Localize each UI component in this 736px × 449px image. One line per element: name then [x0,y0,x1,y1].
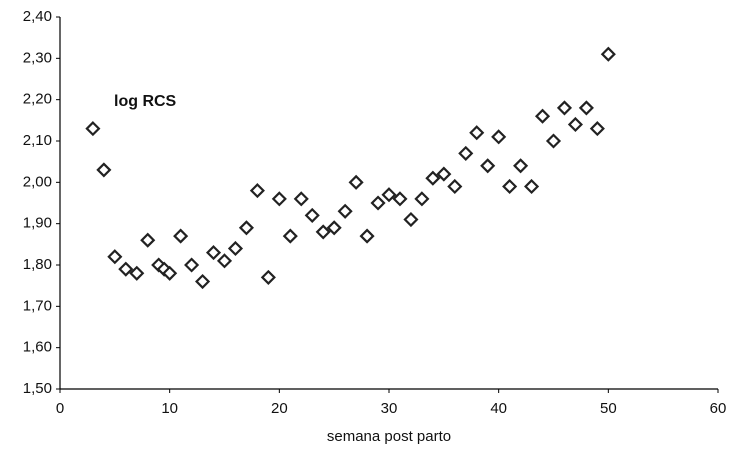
point [337,203,353,219]
y-tick-label: 1,60 [23,339,52,356]
point [545,133,562,149]
point [249,183,265,199]
point [173,228,189,244]
y-tick-label: 2,40 [23,8,52,25]
x-tick-label: 50 [600,400,617,417]
point [392,191,408,207]
point [238,220,254,236]
point [140,232,156,248]
point [260,269,276,285]
point [227,240,244,257]
point [282,228,298,244]
y-tick-label: 1,50 [23,380,52,397]
y-tick-label: 2,30 [23,49,52,66]
point [96,162,112,178]
point [436,166,452,182]
point [425,170,441,186]
point [524,178,540,195]
y-tick-label: 2,00 [23,173,52,190]
y-tick-label: 2,20 [23,91,52,108]
point [534,108,551,124]
point [556,100,573,116]
point [502,178,518,195]
x-tick-label: 0 [56,400,64,417]
point [85,121,101,137]
point [195,273,211,290]
point [184,257,200,273]
point [326,220,342,236]
point [315,224,331,240]
x-tick-label: 40 [490,400,507,417]
point [271,191,287,207]
point [589,121,605,137]
x-axis-label: semana post parto [327,428,451,445]
point [578,100,594,116]
x-tick-label: 20 [271,400,288,417]
x-tick-label: 30 [381,400,398,417]
point [304,207,320,223]
point [370,195,386,211]
annotation: log RCS [114,93,177,110]
point [216,253,233,269]
point [359,228,375,244]
point [491,129,507,145]
point [118,261,134,277]
y-tick-label: 1,90 [23,215,52,232]
point [480,158,496,174]
point [129,265,145,281]
point [513,158,529,174]
y-tick-label: 2,10 [23,132,52,149]
point [205,245,222,261]
y-tick-label: 1,80 [23,256,52,273]
point [381,187,397,203]
point [469,125,485,141]
point [107,249,123,265]
x-tick-label: 10 [161,400,178,417]
point [403,211,419,228]
x-tick-label: 60 [710,400,727,417]
y-tick-label: 1,70 [23,297,52,314]
point [348,174,364,190]
point [447,178,463,195]
point [414,191,430,207]
point [293,191,309,207]
point [458,145,474,161]
point [567,116,583,133]
point [162,265,178,281]
point [600,46,616,62]
